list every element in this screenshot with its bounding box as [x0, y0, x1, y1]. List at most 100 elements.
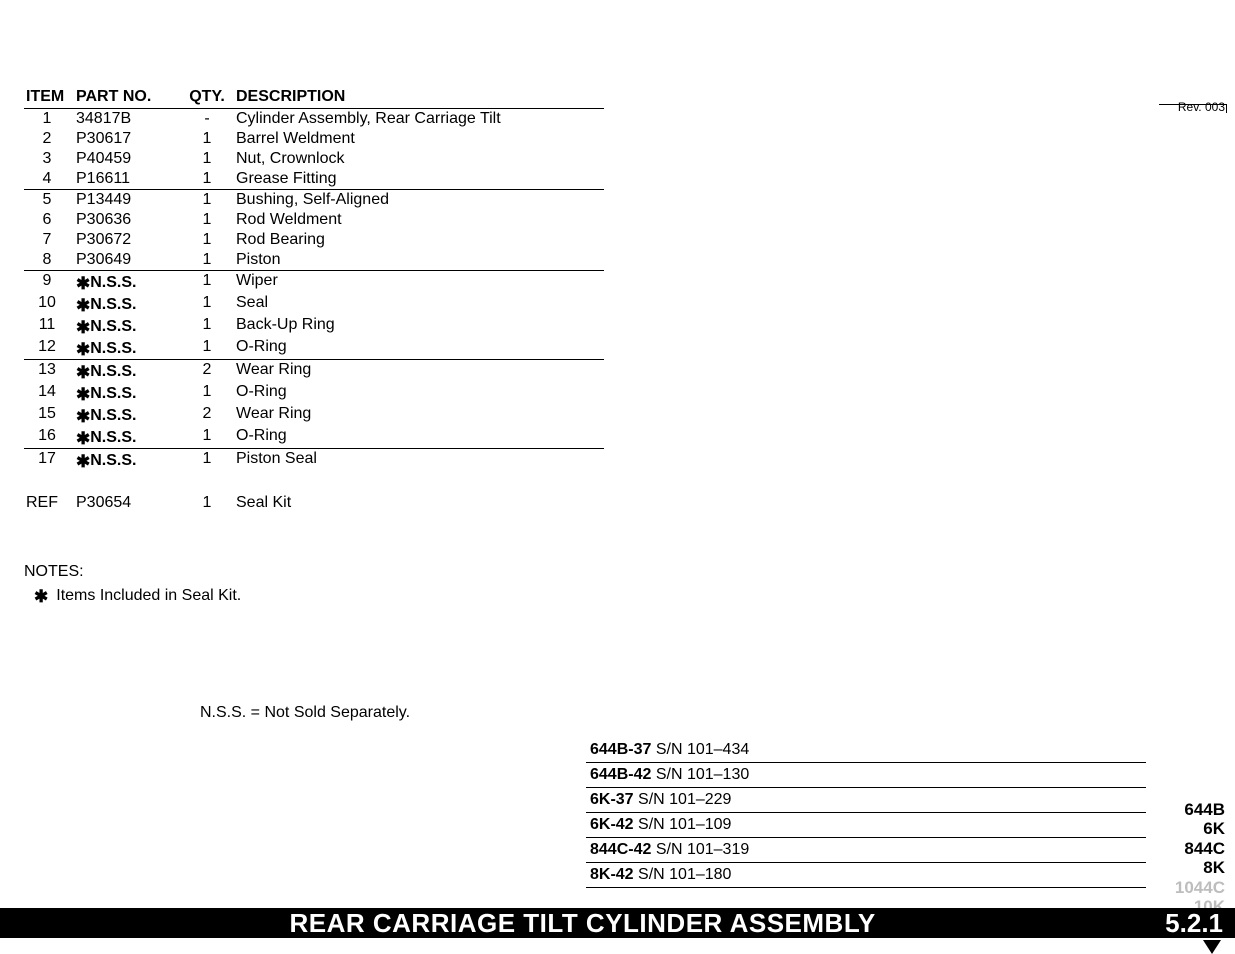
serial-model: 6K-42	[590, 816, 634, 833]
cell-item: 16	[24, 426, 74, 449]
model-tab: 8K	[1175, 858, 1225, 877]
cell-item: 10	[24, 293, 74, 315]
cell-qty: 1	[184, 129, 234, 149]
asterisk-icon: ✱	[76, 296, 90, 315]
asterisk-icon: ✱	[76, 429, 90, 448]
cell-desc: O-Ring	[234, 382, 604, 404]
title-bar: REAR CARRIAGE TILT CYLINDER ASSEMBLY 5.2…	[0, 908, 1235, 938]
cell-part: 34817B	[74, 109, 184, 130]
table-row: 10✱N.S.S.1Seal	[24, 293, 604, 315]
cell-item: 12	[24, 337, 74, 360]
cell-part: ✱N.S.S.	[74, 449, 184, 472]
cell-desc: Seal	[234, 293, 604, 315]
cell-qty: 2	[184, 360, 234, 383]
cell-part: P30617	[74, 129, 184, 149]
serial-range: S/N 101–434	[656, 741, 749, 758]
table-row: 7P306721Rod Bearing	[24, 230, 604, 250]
col-part: PART NO.	[74, 86, 184, 109]
cell-qty: 2	[184, 404, 234, 426]
cell-qty: 1	[184, 210, 234, 230]
cell-qty: 1	[184, 493, 234, 513]
cell-desc: Rod Bearing	[234, 230, 604, 250]
cell-qty: 1	[184, 149, 234, 169]
serial-range: S/N 101–109	[638, 816, 731, 833]
serial-range: S/N 101–130	[656, 766, 749, 783]
notes-text: Items Included in Seal Kit.	[56, 587, 241, 604]
cell-qty: 1	[184, 230, 234, 250]
table-row: 6P306361Rod Weldment	[24, 210, 604, 230]
cell-desc: Wear Ring	[234, 360, 604, 383]
table-row: 2P306171Barrel Weldment	[24, 129, 604, 149]
asterisk-icon: ✱	[76, 274, 90, 293]
cell-item: 7	[24, 230, 74, 250]
cell-item: 8	[24, 250, 74, 271]
cell-part: P40459	[74, 149, 184, 169]
cell-desc: Nut, Crownlock	[234, 149, 604, 169]
cell-desc: O-Ring	[234, 426, 604, 449]
notes-block: NOTES: ✱Items Included in Seal Kit.	[24, 563, 604, 605]
cell-part: ✱N.S.S.	[74, 293, 184, 315]
cell-part: P30654	[74, 493, 184, 513]
table-row: 9✱N.S.S.1Wiper	[24, 271, 604, 294]
serial-row: 6K-37 S/N 101–229	[586, 788, 1146, 813]
cell-part: ✱N.S.S.	[74, 382, 184, 404]
cell-desc: Wiper	[234, 271, 604, 294]
cell-item: 13	[24, 360, 74, 383]
serial-model: 6K-37	[590, 791, 634, 808]
cell-part: P30649	[74, 250, 184, 271]
cell-qty: -	[184, 109, 234, 130]
col-item: ITEM	[24, 86, 74, 109]
notes-line: ✱Items Included in Seal Kit.	[24, 585, 604, 605]
cell-desc: Seal Kit	[234, 493, 604, 513]
col-desc: DESCRIPTION	[234, 86, 604, 109]
page: Rev. 003 ITEM PART NO. QTY. DESCRIPTION …	[0, 0, 1235, 954]
table-header-row: ITEM PART NO. QTY. DESCRIPTION	[24, 86, 604, 109]
cell-desc: Piston Seal	[234, 449, 604, 472]
cell-item: 1	[24, 109, 74, 130]
cell-desc: Bushing, Self-Aligned	[234, 190, 604, 211]
model-tab: 6K	[1175, 819, 1225, 838]
serial-range: S/N 101–229	[638, 791, 731, 808]
revision-label: Rev. 003	[1178, 100, 1225, 114]
table-row: 15✱N.S.S.2Wear Ring	[24, 404, 604, 426]
table-row: 3P404591Nut, Crownlock	[24, 149, 604, 169]
cell-part: P30672	[74, 230, 184, 250]
table-row: 11✱N.S.S.1Back-Up Ring	[24, 315, 604, 337]
cell-qty: 1	[184, 449, 234, 472]
cell-qty: 1	[184, 271, 234, 294]
serial-range: S/N 101–180	[638, 866, 731, 883]
cell-item: 9	[24, 271, 74, 294]
serial-row: 644B-42 S/N 101–130	[586, 763, 1146, 788]
table-row: 13✱N.S.S.2Wear Ring	[24, 360, 604, 383]
cell-part: ✱N.S.S.	[74, 404, 184, 426]
model-tab: 844C	[1175, 839, 1225, 858]
cell-desc: Barrel Weldment	[234, 129, 604, 149]
cell-desc: O-Ring	[234, 337, 604, 360]
cell-desc: Back-Up Ring	[234, 315, 604, 337]
cell-item: 15	[24, 404, 74, 426]
model-tabs: 644B6K844C8K1044C10K	[1175, 800, 1225, 916]
table-row: 17✱N.S.S.1Piston Seal	[24, 449, 604, 472]
serial-row: 6K-42 S/N 101–109	[586, 813, 1146, 838]
serial-models-block: 644B-37 S/N 101–434644B-42 S/N 101–1306K…	[586, 738, 1146, 888]
parts-table: ITEM PART NO. QTY. DESCRIPTION 134817B-C…	[24, 86, 604, 513]
cell-part: P30636	[74, 210, 184, 230]
cell-desc: Rod Weldment	[234, 210, 604, 230]
serial-row: 844C-42 S/N 101–319	[586, 838, 1146, 863]
cell-qty: 1	[184, 169, 234, 190]
serial-row: 8K-42 S/N 101–180	[586, 863, 1146, 888]
table-row: 8P306491Piston	[24, 250, 604, 271]
table-row: 4P166111Grease Fitting	[24, 169, 604, 190]
cell-part: ✱N.S.S.	[74, 360, 184, 383]
table-row: 16✱N.S.S.1O-Ring	[24, 426, 604, 449]
cell-item: REF	[24, 493, 74, 513]
cell-item: 14	[24, 382, 74, 404]
serial-model: 644B-42	[590, 766, 651, 783]
cell-part: ✱N.S.S.	[74, 315, 184, 337]
asterisk-icon: ✱	[76, 452, 90, 471]
cell-qty: 1	[184, 250, 234, 271]
nss-legend: N.S.S. = Not Sold Separately.	[200, 704, 410, 722]
asterisk-icon: ✱	[76, 385, 90, 404]
parts-table-wrap: ITEM PART NO. QTY. DESCRIPTION 134817B-C…	[24, 86, 604, 605]
section-number: 5.2.1	[1165, 908, 1235, 939]
